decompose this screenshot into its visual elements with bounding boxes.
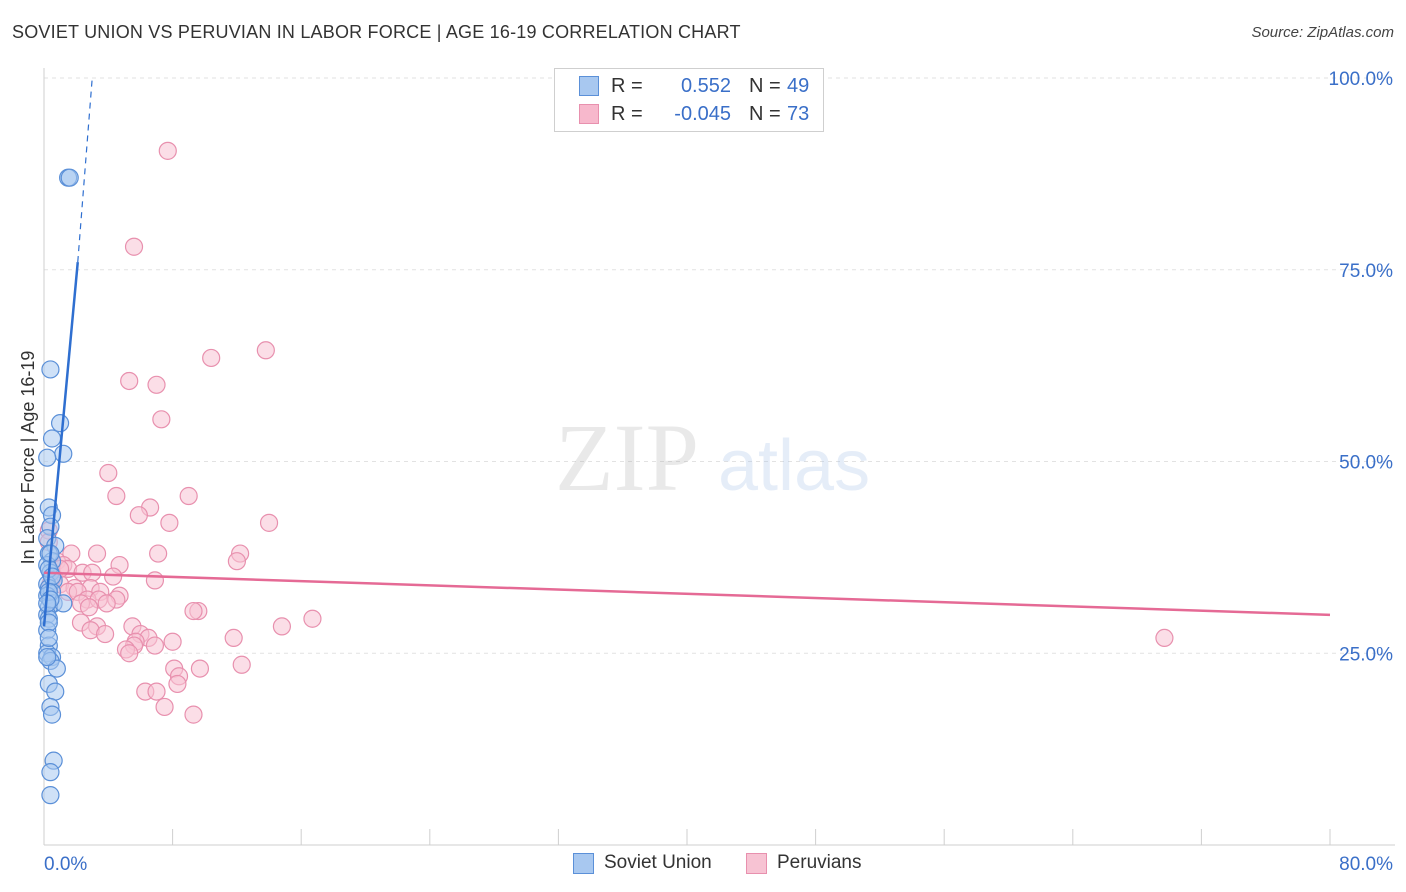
peruvians-point — [149, 544, 168, 563]
peruvians-point — [224, 628, 243, 648]
peruvians-trend-line — [43, 571, 1331, 617]
peruvians-point — [232, 655, 251, 674]
soviet-union-points — [38, 168, 79, 805]
n-label: N = — [749, 102, 781, 125]
soviet-legend-label: Soviet Union — [604, 852, 712, 873]
y-tick-label: 25.0% — [1339, 644, 1393, 665]
trend-lines — [42, 77, 1331, 627]
soviet-union-point — [54, 444, 73, 463]
r-label: R = — [611, 102, 643, 125]
peruvians-point — [202, 348, 221, 368]
y-tick-label: 100.0% — [1329, 69, 1394, 90]
y-axis-label: In Labor Force | Age 16-19 — [18, 351, 38, 565]
peruvians-point — [145, 636, 165, 655]
legend-item-peru: Peruvians — [746, 852, 862, 874]
watermark: ZIP atlas — [555, 404, 870, 511]
chart-title: SOVIET UNION VS PERUVIAN IN LABOR FORCE … — [12, 22, 741, 42]
peruvians-point — [227, 552, 246, 571]
peruvians-point — [1155, 628, 1174, 648]
soviet-union-trend-line — [42, 261, 80, 627]
n-value: 73 — [787, 102, 810, 125]
legend-row-soviet: R = 0.552 N = 49 — [579, 73, 809, 99]
legend-row-peru: R = -0.045 N = 73 — [579, 101, 809, 127]
r-value: 0.552 — [680, 74, 731, 97]
soviet-swatch — [579, 76, 599, 96]
watermark-zip: ZIP — [555, 404, 699, 511]
peruvians-point — [155, 697, 174, 717]
peruvians-point — [87, 544, 107, 563]
legend-item-soviet: Soviet Union — [573, 852, 712, 874]
soviet-union-point — [50, 414, 70, 433]
peruvians-point — [160, 513, 179, 532]
peruvians-point — [79, 598, 99, 617]
soviet-union-point — [41, 360, 60, 379]
source-credit: Source: ZipAtlas.com — [1251, 24, 1394, 41]
soviet-union-point — [46, 682, 65, 701]
watermark-atlas: atlas — [718, 426, 870, 506]
soviet-union-point — [41, 763, 60, 782]
x-tick-label: 0.0% — [44, 854, 87, 875]
peruvians-point — [95, 624, 115, 644]
peruvians-point — [107, 486, 126, 506]
peruvians-point — [99, 463, 118, 483]
y-tick-label: 75.0% — [1339, 261, 1393, 282]
peruvians-point — [168, 674, 187, 694]
peruvians-point — [97, 594, 116, 613]
soviet-union-point — [39, 613, 58, 632]
x-tick-label: 80.0% — [1339, 854, 1393, 875]
gridlines — [44, 77, 1395, 654]
peruvians-point — [152, 410, 171, 429]
n-label: N = — [749, 74, 781, 97]
soviet-union-point — [42, 705, 62, 724]
peruvians-point — [256, 341, 275, 360]
soviet-union-point — [38, 448, 57, 467]
peruvians-point — [147, 682, 166, 701]
peruvians-point — [120, 644, 139, 663]
peruvians-point — [120, 371, 139, 391]
peruvians-point — [158, 141, 177, 160]
peruvians-point — [129, 506, 148, 525]
peruvians-point — [83, 563, 102, 582]
peru-legend-swatch — [746, 852, 767, 874]
peruvians-point — [163, 632, 182, 651]
peruvians-point — [184, 705, 203, 724]
peruvians-point — [272, 617, 292, 636]
peru-swatch — [579, 104, 599, 124]
peruvians-point — [190, 659, 210, 678]
axis-labels: 25.0% 50.0% 75.0% 100.0% 0.0% 80.0% In Labor F… — [18, 69, 1393, 875]
correlation-legend: R = 0.552 N = 49 R = -0.045 N = 73 — [554, 68, 824, 132]
peruvians-point — [145, 571, 165, 590]
series-legend: Soviet Union Peruvians — [0, 852, 1406, 878]
peruvians-point — [303, 609, 322, 628]
r-label: R = — [611, 74, 643, 97]
soviet-legend-swatch — [573, 852, 594, 874]
peruvians-point — [124, 237, 144, 256]
n-value: 49 — [787, 74, 810, 97]
soviet-union-point — [60, 168, 79, 187]
peruvians-point — [184, 601, 203, 621]
peru-legend-label: Peruvians — [777, 852, 862, 873]
peruvians-point — [259, 513, 279, 532]
r-value: -0.045 — [674, 102, 731, 125]
soviet-union-point — [38, 647, 57, 667]
y-tick-label: 50.0% — [1339, 453, 1393, 474]
peruvians-point — [147, 375, 166, 394]
soviet-union-point — [42, 567, 62, 586]
peruvians-point — [104, 567, 123, 586]
soviet-union-point — [39, 628, 58, 648]
soviet-union-point — [41, 786, 60, 805]
peruvians-point — [179, 486, 198, 506]
soviet-union-point — [42, 429, 62, 448]
soviet-union-trend-extension — [77, 77, 93, 263]
